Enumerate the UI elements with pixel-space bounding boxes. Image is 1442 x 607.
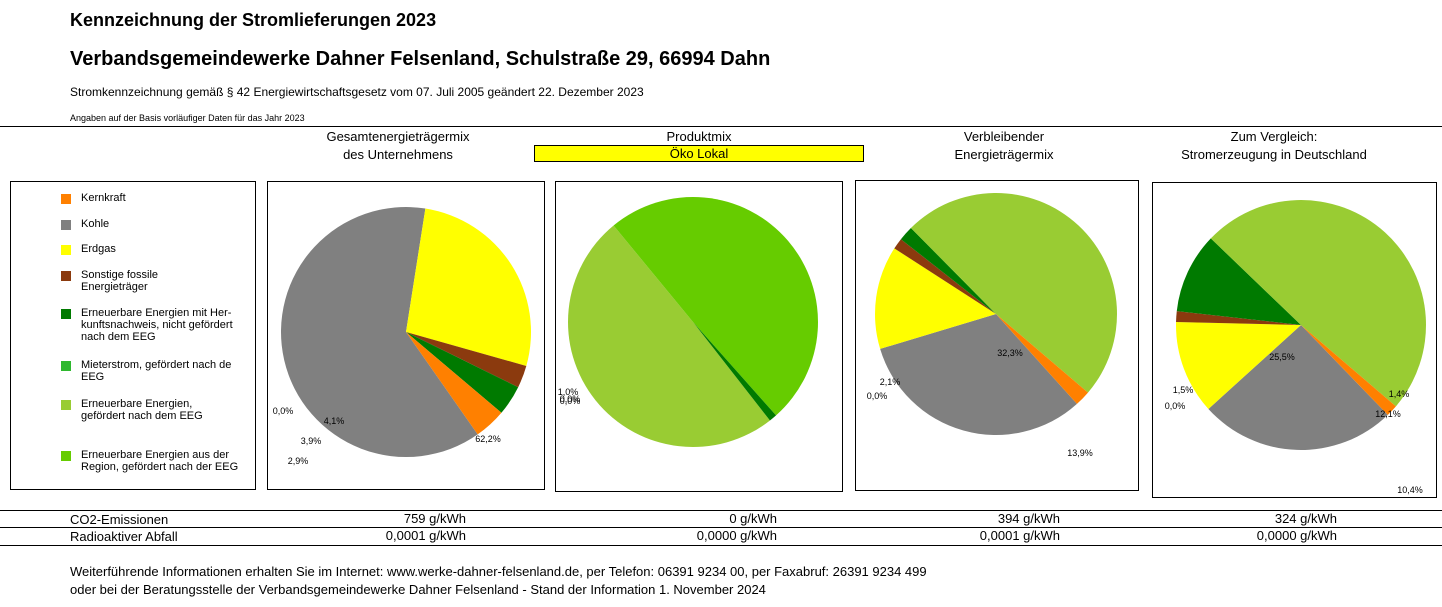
chart-germany-box: 25,5%12,1%1,4%10,4%49,1%0,0%1,5% xyxy=(1152,182,1437,555)
legend-swatch xyxy=(61,451,71,461)
pie-slice xyxy=(880,314,1077,435)
chart-company-mix-box: 62,2%26,9%2,9%3,9%0,0%4,1% xyxy=(267,181,545,552)
footer-status-line: oder bei der Beratungsstelle der Verband… xyxy=(70,582,766,597)
pie-slice-label: 2,9% xyxy=(288,456,309,466)
co2-company-mix: 759 g/kWh xyxy=(403,511,466,526)
legend-swatch xyxy=(61,400,71,410)
product-name-badge: Öko Lokal xyxy=(534,145,864,162)
co2-remaining-mix: 394 g/kWh xyxy=(997,511,1060,526)
pie-slice-label: 2,1% xyxy=(880,377,901,387)
waste-product-mix: 0,0000 g/kWh xyxy=(696,528,777,543)
row-label-co2: CO2-Emissionen xyxy=(70,512,169,527)
pie-slice-label: 12,1% xyxy=(1375,409,1401,419)
co2-germany: 324 g/kWh xyxy=(1274,511,1337,526)
pie-chart-remaining-mix: 32,3%13,9%1,5%2,0%49,1%0,0%2,1% xyxy=(867,193,1117,572)
column-header-company-mix: Gesamtenergieträgermix des Unternehmens xyxy=(326,129,470,162)
pie-slice-label: 0,0% xyxy=(560,394,581,404)
row-label-radioactive: Radioaktiver Abfall xyxy=(70,529,178,544)
pie-slice xyxy=(894,239,996,314)
column-header-product-mix: Produktmix xyxy=(666,129,732,144)
company-name: Verbandsgemeindewerke Dahner Felsenland,… xyxy=(70,48,771,70)
pie-slice xyxy=(406,332,519,413)
legend-swatch xyxy=(61,220,71,230)
pie-slice-label: 32,3% xyxy=(997,348,1023,358)
pie-slice-label: 0,0% xyxy=(560,396,581,406)
waste-germany: 0,0000 g/kWh xyxy=(1256,528,1337,543)
pie-slice xyxy=(406,332,502,435)
pie-slice-label: 0,0% xyxy=(867,391,888,401)
pie-slice xyxy=(406,208,531,366)
pie-slice-label: 3,9% xyxy=(301,436,322,446)
pie-slice xyxy=(567,225,770,448)
pie-chart-company-mix: 62,2%26,9%2,9%3,9%0,0%4,1% xyxy=(273,206,531,552)
pie-slice xyxy=(996,314,1088,404)
pie-slice xyxy=(875,248,996,349)
pie-slice xyxy=(1176,311,1301,325)
pie-slice-label: 1,0% xyxy=(558,387,579,397)
legend-swatch xyxy=(61,361,71,371)
pie-slice-label: 0,0% xyxy=(273,406,294,416)
pie-slice-label: 0,0% xyxy=(1165,401,1186,411)
chart-remaining-mix-box: 32,3%13,9%1,5%2,0%49,1%0,0%2,1% xyxy=(855,180,1139,572)
pie-slice xyxy=(900,227,996,314)
pie-slice xyxy=(1208,325,1388,450)
waste-company-mix: 0,0001 g/kWh xyxy=(385,528,466,543)
pie-slice-label: 4,1% xyxy=(324,416,345,426)
pie-slice xyxy=(406,332,527,388)
table-mid-line xyxy=(0,527,1442,528)
pie-slice xyxy=(1301,325,1396,415)
pie-slice xyxy=(910,193,1117,393)
pie-slice xyxy=(693,322,777,421)
column-header-germany: Zum Vergleich: Stromerzeugung in Deutsch… xyxy=(1181,129,1367,162)
pie-slice-label: 1,5% xyxy=(1173,385,1194,395)
pie-slice xyxy=(1176,238,1301,325)
pie-slice xyxy=(613,196,819,416)
pie-chart-product-mix: 49,1%48,9%0,0%0,0%1,0% xyxy=(558,196,960,567)
pie-slice-label: 1,4% xyxy=(1389,389,1410,399)
pie-slice-label: 25,5% xyxy=(1269,352,1295,362)
legend-swatch xyxy=(61,194,71,204)
footer-info-line: Weiterführende Informationen erhalten Si… xyxy=(70,564,927,579)
data-basis-note: Angaben auf der Basis vorläufiger Daten … xyxy=(70,113,305,123)
pie-slice xyxy=(1176,322,1301,409)
pie-slice-label: 10,4% xyxy=(1397,485,1423,495)
pie-slice xyxy=(1210,199,1427,407)
pie-slice-label: 62,2% xyxy=(475,434,501,444)
co2-product-mix: 0 g/kWh xyxy=(729,511,777,526)
table-bottom-line xyxy=(0,545,1442,546)
column-header-remaining-mix: Verbleibender Energieträgermix xyxy=(954,129,1054,162)
waste-remaining-mix: 0,0001 g/kWh xyxy=(979,528,1060,543)
page-title: Kennzeichnung der Stromlieferungen 2023 xyxy=(70,10,437,30)
pie-slice xyxy=(281,206,478,457)
chart-product-mix-box: 49,1%48,9%0,0%0,0%1,0% xyxy=(555,181,960,567)
pie-slice-label: 13,9% xyxy=(1067,448,1093,458)
chart-legend: Kernkraft Kohle Erdgas Sonstige fossile … xyxy=(10,181,256,490)
legend-swatch xyxy=(61,271,71,281)
header-divider xyxy=(0,126,1442,127)
pie-chart-germany: 25,5%12,1%1,4%10,4%49,1%0,0%1,5% xyxy=(1165,199,1427,555)
table-top-line xyxy=(0,510,1442,511)
law-reference: Stromkennzeichnung gemäß § 42 Energiewir… xyxy=(70,85,644,99)
legend-swatch xyxy=(61,309,71,319)
legend-swatch xyxy=(61,245,71,255)
